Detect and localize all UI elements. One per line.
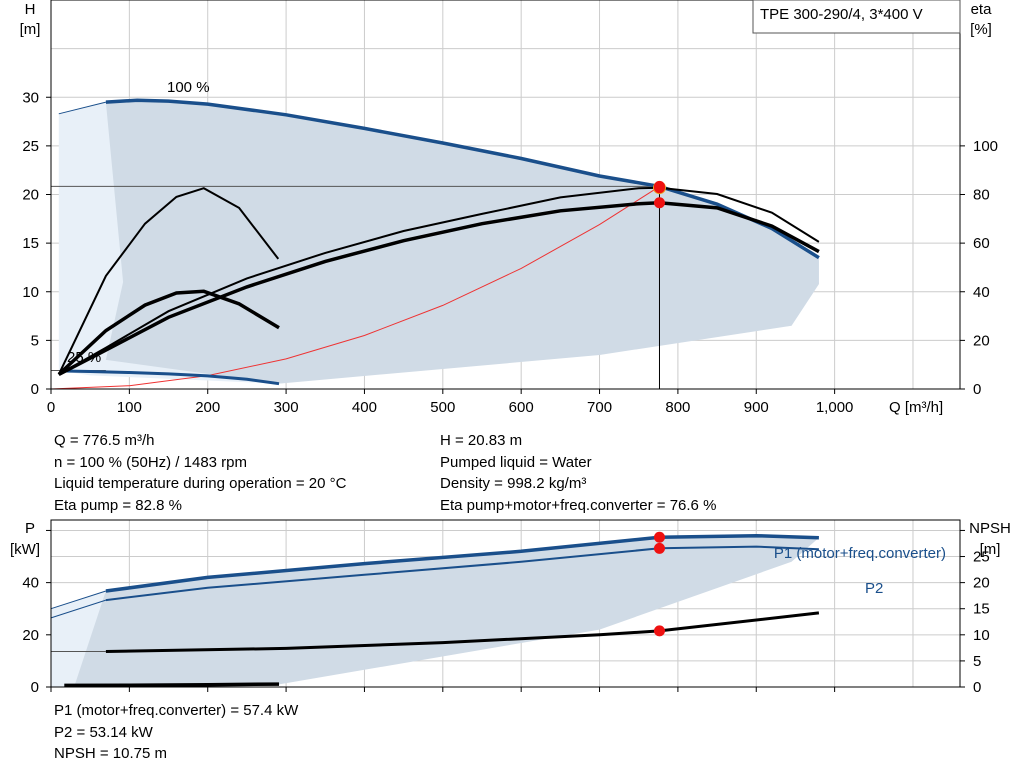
operating-point	[653, 625, 665, 637]
x-tick-label: 200	[195, 399, 220, 416]
y-right-tick-label: 15	[973, 601, 990, 618]
p1-series-label: P1 (motor+freq.converter)	[774, 545, 946, 562]
plot-frame	[50, 519, 961, 688]
head-eta-chart: 0 100 200 300 400 500 600 700 800 900 1,0000510152…	[20, 0, 998, 416]
title-box	[752, 0, 961, 34]
p1-curve	[105, 533, 819, 593]
y-left-axis-unit: [m]	[20, 21, 41, 38]
y-left-tick-label: 40	[22, 575, 39, 592]
x-tick-label: 900	[744, 399, 769, 416]
npsh-curve	[105, 611, 820, 653]
x-tick-label: 0	[47, 399, 55, 416]
y-left-tick-label: 0	[31, 381, 39, 398]
head-curve-25	[64, 369, 280, 386]
y-left-tick-label: 5	[31, 332, 39, 349]
eta-total-readout: Eta pump+motor+freq.converter = 76.6 %	[440, 496, 717, 514]
density-readout: Density = 998.2 kg/m³	[440, 475, 587, 492]
operating-point	[653, 182, 665, 194]
x-tick-label: 800	[665, 399, 690, 416]
eta-pump-readout: Eta pump = 82.8 %	[54, 496, 182, 514]
y-right-tick-label: 0	[973, 679, 981, 696]
y-right-axis-unit: [%]	[970, 21, 992, 38]
p2-readout: P2 = 53.14 kW	[54, 723, 153, 741]
x-tick-label: 400	[352, 399, 377, 416]
x-tick-label: 100	[117, 399, 142, 416]
liquid-readout: Pumped liquid = Water	[440, 453, 592, 471]
eta-pump-curve-100	[58, 186, 820, 376]
y-left-tick-label: 25	[22, 138, 39, 155]
operating-point	[653, 542, 665, 554]
x-tick-label: 600	[509, 399, 534, 416]
y-left-tick-label: 30	[22, 89, 39, 106]
eta-pump-curve-25	[57, 187, 280, 375]
y-left-tick-label: 10	[22, 284, 39, 301]
y-left-tick-label: 20	[22, 627, 39, 644]
y-right-axis-label: eta	[971, 1, 993, 18]
p1-curve-extension	[50, 590, 107, 610]
npsh-readout: NPSH = 10.75 m	[54, 745, 167, 762]
p1-readout: P1 (motor+freq.converter) = 57.4 kW	[54, 702, 299, 719]
operating-point	[653, 531, 665, 543]
envelope-area	[105, 100, 819, 384]
y-left-axis-label: H	[25, 1, 36, 18]
y-left-axis-unit: [kW]	[10, 541, 40, 558]
y-right-tick-label: 20	[973, 575, 990, 592]
head-curve-extension	[58, 101, 107, 115]
system-curve	[50, 185, 660, 390]
p2-curve	[105, 545, 819, 602]
y-left-tick-label: 20	[22, 187, 39, 204]
x-tick-label: 1,000	[816, 399, 854, 416]
y-right-tick-label: 10	[973, 627, 990, 644]
power-npsh-chart: 0 20 40 0 5 10 15 20 25 P [kW] NPSH [m] P1 (motor+fre…	[10, 519, 1011, 696]
power-curve-25	[64, 682, 280, 688]
y-left-axis-label: P	[25, 520, 35, 537]
speed-readout: n = 100 % (50Hz) / 1483 rpm	[54, 453, 248, 471]
y-right-axis-unit: [m]	[980, 541, 1001, 558]
y-left-tick-label: 15	[22, 235, 39, 252]
info-bottom: P1 (motor+freq.converter) = 57.4 kW P2 =…	[54, 700, 298, 765]
p2-series-label: P2	[865, 580, 883, 597]
x-tick-label: 300	[274, 399, 299, 416]
y-right-tick-label: 40	[973, 284, 990, 301]
y-right-tick-label: 60	[973, 235, 990, 252]
head-curve-100	[105, 98, 820, 260]
flow-readout: Q = 776.5 m³/h	[54, 432, 155, 449]
p2-curve-extension	[50, 599, 107, 619]
speed-label-25: 25 %	[67, 349, 101, 366]
chart-title: TPE 300-290/4, 3*400 V	[760, 6, 923, 23]
y-right-tick-label: 20	[973, 332, 990, 349]
x-axis-label: Q [m³/h]	[889, 399, 943, 416]
y-right-axis-label: NPSH	[969, 520, 1011, 537]
y-left-tick-label: 0	[31, 679, 39, 696]
y-right-tick-label: 0	[973, 381, 981, 398]
operating-point	[653, 197, 665, 209]
info-right: H = 20.83 m Pumped liquid = Water Densit…	[440, 430, 716, 516]
y-right-tick-label: 100	[973, 138, 998, 155]
y-right-tick-label: 5	[973, 653, 981, 670]
y-right-tick-label: 25	[973, 549, 990, 566]
temperature-readout: Liquid temperature during operation = 20…	[54, 475, 347, 492]
y-right-tick-label: 80	[973, 187, 990, 204]
eta-total-curve-25	[57, 289, 280, 376]
eta-total-curve-100	[57, 201, 820, 376]
x-tick-label: 700	[587, 399, 612, 416]
info-left: Q = 776.5 m³/h n = 100 % (50Hz) / 1483 r…	[54, 430, 346, 516]
speed-label-100: 100 %	[167, 79, 210, 96]
x-tick-label: 500	[430, 399, 455, 416]
head-readout: H = 20.83 m	[440, 432, 523, 449]
